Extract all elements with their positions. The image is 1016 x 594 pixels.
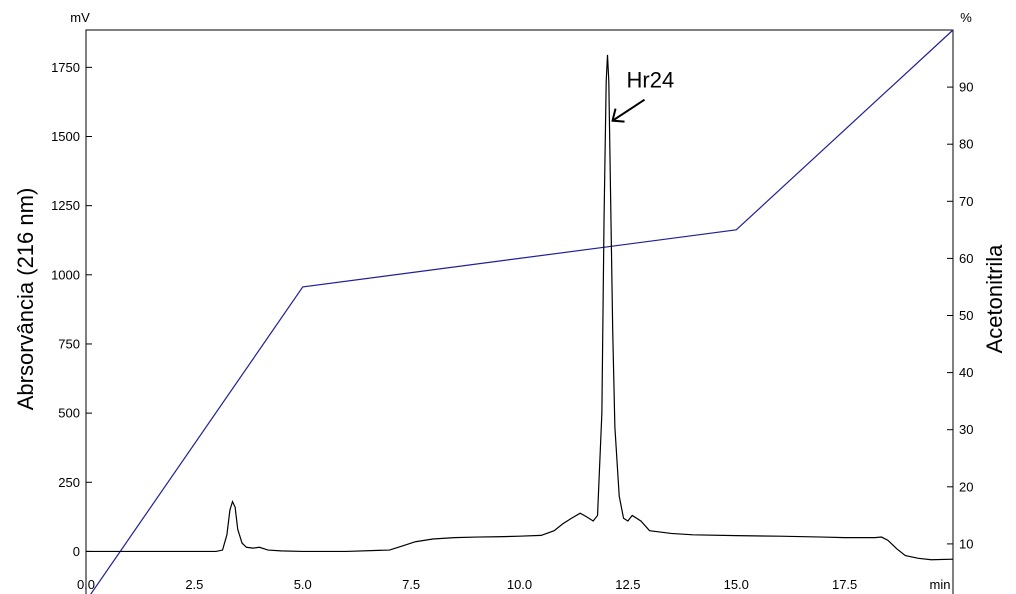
y2-axis-title: Acetonitrila bbox=[982, 244, 1007, 354]
plot-frame bbox=[85, 29, 954, 594]
arrow-head bbox=[611, 108, 625, 123]
y-tick-label: 1250 bbox=[51, 198, 80, 213]
y2-tick-label: 50 bbox=[959, 308, 973, 323]
absorbance-trace bbox=[86, 54, 954, 561]
y2-unit-label: % bbox=[960, 10, 972, 25]
x-tick-label: 7.5 bbox=[402, 577, 420, 592]
y-tick-label: 750 bbox=[58, 336, 80, 351]
peak-annotation-label: Hr24 bbox=[627, 68, 675, 93]
x-tick-label: 17.5 bbox=[832, 577, 857, 592]
y2-tick-label: 30 bbox=[959, 422, 973, 437]
y-axis-title: Abrsorvância (216 nm) bbox=[13, 188, 38, 411]
x-axis-ticks: 0.0 2.5 5.0 7.5 10.0 12.5 15.0 17.5 bbox=[77, 577, 857, 592]
y2-tick-label: 40 bbox=[959, 365, 973, 380]
y-axis-ticks: 0 250 500 750 1000 1250 1500 1750 bbox=[51, 60, 92, 559]
x-tick-label: 10.0 bbox=[507, 577, 532, 592]
x-tick-label: 0.0 bbox=[77, 577, 95, 592]
y-tick-label: 500 bbox=[58, 406, 80, 421]
peak-annotation-arrow bbox=[611, 98, 646, 123]
y-tick-label: 0 bbox=[73, 544, 80, 559]
y2-tick-label: 10 bbox=[959, 536, 973, 551]
y-tick-label: 1500 bbox=[51, 129, 80, 144]
x-tick-label: 15.0 bbox=[724, 577, 749, 592]
x-unit-label: min bbox=[930, 577, 951, 592]
y2-tick-label: 90 bbox=[959, 80, 973, 95]
arrow-shaft bbox=[611, 98, 646, 122]
y2-tick-label: 20 bbox=[959, 479, 973, 494]
y-tick-label: 1000 bbox=[51, 267, 80, 282]
acetonitrile-gradient-line bbox=[90, 29, 954, 594]
y2-tick-label: 60 bbox=[959, 251, 973, 266]
y-tick-label: 250 bbox=[58, 475, 80, 490]
y-unit-label: mV bbox=[70, 10, 90, 25]
x-tick-label: 12.5 bbox=[615, 577, 640, 592]
y2-tick-label: 70 bbox=[959, 194, 973, 209]
x-tick-label: 5.0 bbox=[294, 577, 312, 592]
y2-tick-label: 80 bbox=[959, 137, 973, 152]
x-tick-label: 2.5 bbox=[185, 577, 203, 592]
y-tick-label: 1750 bbox=[51, 60, 80, 75]
